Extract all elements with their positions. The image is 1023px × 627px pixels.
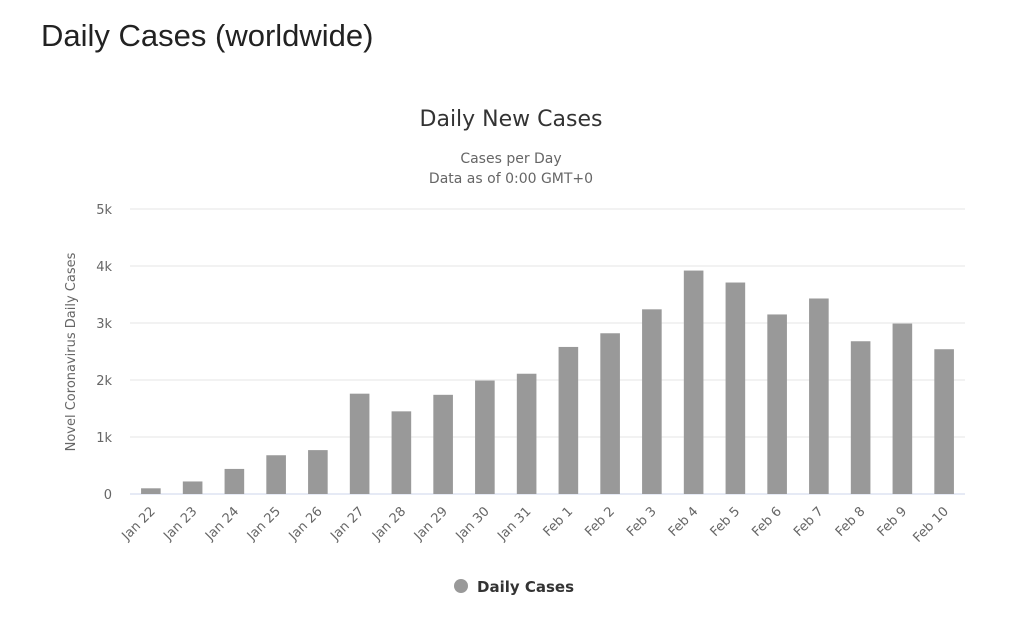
x-tick-labels: Jan 22 Jan 23 Jan 24 Jan 25 Jan 26 Jan 27 Jan … [119, 504, 952, 546]
bar-feb-9[interactable] [892, 323, 913, 494]
x-tick-label: Jan 31 [494, 504, 534, 544]
x-tick-label: Jan 30 [453, 504, 493, 544]
x-tick-label: Jan 25 [244, 504, 284, 544]
y-tick-label: 4k [96, 260, 112, 275]
x-tick-label: Feb 6 [749, 504, 785, 540]
bar-jan-29[interactable] [433, 394, 453, 494]
bar-layer [141, 270, 954, 494]
x-tick-label: Feb 5 [708, 504, 744, 540]
x-tick-label: Feb 3 [624, 504, 660, 540]
bar-feb-10[interactable] [934, 349, 954, 494]
x-tick-label: Jan 23 [160, 504, 200, 544]
x-tick-label: Feb 2 [582, 504, 618, 540]
x-tick-label: Jan 26 [286, 504, 326, 544]
bar-jan-26[interactable] [308, 450, 328, 494]
x-tick-label: Feb 1 [541, 504, 577, 540]
x-tick-label: Jan 29 [411, 504, 451, 544]
bar-feb-7[interactable] [809, 298, 829, 494]
bar-feb-3[interactable] [642, 309, 662, 494]
chart-title: Daily New Cases [420, 107, 603, 132]
bar-jan-31[interactable] [516, 373, 537, 494]
y-tick-label: 2k [96, 374, 112, 389]
x-tick-label: Jan 24 [202, 504, 242, 544]
chart-subtitle-line-2: Data as of 0:00 GMT+0 [429, 171, 593, 187]
x-tick-label: Jan 28 [369, 504, 409, 544]
bar-jan-24[interactable] [224, 468, 245, 494]
legend[interactable]: Daily Cases [454, 578, 574, 596]
bar-feb-6[interactable] [767, 314, 787, 494]
x-tick-label: Feb 7 [791, 504, 827, 540]
x-tick-label: Feb 10 [910, 504, 952, 546]
y-axis-title: Novel Coronavirus Daily Cases [64, 252, 79, 451]
page-heading: Daily Cases (worldwide) [41, 18, 374, 53]
legend-marker-daily-cases[interactable] [454, 579, 468, 593]
legend-label-daily-cases[interactable]: Daily Cases [477, 578, 574, 596]
bar-feb-4[interactable] [683, 270, 704, 494]
bar-jan-23[interactable] [182, 481, 203, 494]
bar-jan-28[interactable] [391, 411, 412, 494]
bar-feb-2[interactable] [600, 333, 620, 494]
y-tick-label: 1k [96, 431, 112, 446]
x-tick-label: Feb 8 [833, 504, 869, 540]
y-tick-label: 0 [104, 488, 112, 503]
bar-jan-27[interactable] [349, 393, 370, 494]
bar-jan-25[interactable] [266, 455, 286, 494]
bar-feb-8[interactable] [850, 341, 871, 494]
y-tick-label: 5k [96, 203, 112, 218]
bar-feb-1[interactable] [558, 346, 579, 494]
bar-jan-22[interactable] [141, 488, 161, 494]
y-tick-label: 3k [96, 317, 112, 332]
x-tick-label: Feb 4 [666, 504, 702, 540]
bar-jan-30[interactable] [475, 380, 495, 494]
bar-feb-5[interactable] [725, 282, 746, 494]
x-tick-label: Jan 22 [119, 504, 159, 544]
x-tick-label: Jan 27 [327, 504, 367, 544]
chart-subtitle-line-1: Cases per Day [460, 151, 561, 167]
x-tick-label: Feb 9 [875, 504, 911, 540]
